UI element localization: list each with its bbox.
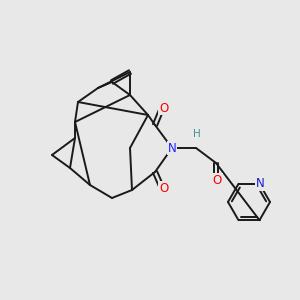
Text: N: N bbox=[168, 142, 176, 154]
Text: N: N bbox=[256, 177, 265, 190]
Text: O: O bbox=[159, 182, 169, 194]
Text: O: O bbox=[212, 173, 222, 187]
Text: H: H bbox=[193, 129, 201, 139]
Text: O: O bbox=[159, 101, 169, 115]
